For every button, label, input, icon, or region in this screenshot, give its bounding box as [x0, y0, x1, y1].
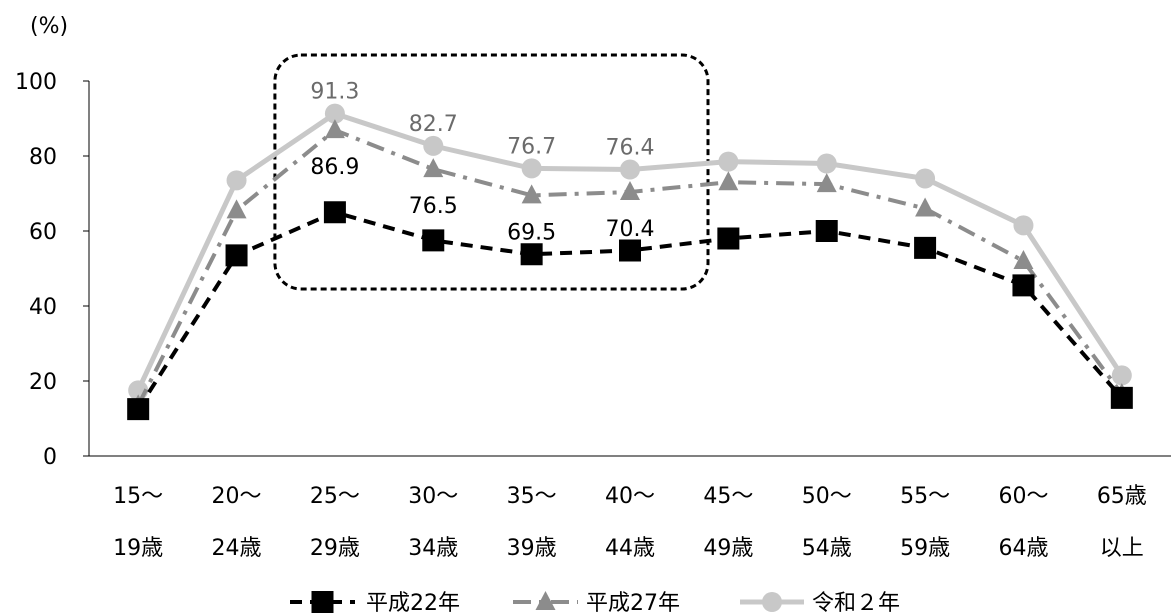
square-marker	[1110, 386, 1133, 409]
x-category-label: 54歳	[802, 536, 852, 561]
triangle-marker	[521, 184, 542, 204]
circle-marker	[816, 153, 837, 174]
data-label: 76.7	[507, 134, 556, 159]
triangle-marker	[718, 171, 739, 191]
y-tick-label: 20	[29, 370, 57, 395]
x-category-label: 64歳	[998, 536, 1048, 561]
triangle-marker	[915, 197, 936, 217]
square-marker	[619, 239, 641, 262]
square-marker	[311, 591, 334, 613]
square-marker	[127, 398, 150, 421]
legend-label: 平成22年	[366, 591, 460, 613]
x-category-label: 19歳	[113, 536, 163, 561]
circle-marker	[620, 159, 640, 180]
triangle-marker	[816, 173, 837, 193]
x-category-label: 25～	[310, 484, 360, 509]
x-category-label: 24歳	[212, 536, 262, 561]
square-marker	[520, 243, 543, 266]
x-category-label: 45～	[703, 484, 753, 509]
triangle-marker	[324, 119, 345, 139]
legend-item-1: 平成27年	[513, 591, 680, 613]
triangle-marker	[1013, 250, 1034, 269]
legend-label: 平成27年	[586, 591, 680, 613]
triangle-marker	[423, 158, 444, 178]
x-category-label: 50～	[802, 484, 852, 509]
data-label: 70.4	[606, 217, 655, 242]
y-tick-label: 60	[29, 220, 57, 245]
circle-marker	[1013, 215, 1034, 236]
y-tick-label: 80	[29, 145, 57, 170]
data-label: 69.5	[507, 220, 556, 245]
x-category-label: 20～	[212, 484, 262, 509]
y-unit-label: (%)	[30, 14, 68, 39]
x-category-label: 44歳	[605, 536, 655, 561]
square-marker	[1012, 274, 1035, 297]
x-category-label: 39歳	[507, 536, 557, 561]
x-category-label: 49歳	[703, 536, 753, 561]
data-label: 91.3	[310, 80, 359, 105]
triangle-marker	[620, 181, 640, 200]
square-marker	[422, 229, 445, 252]
x-category-label: 以上	[1100, 536, 1144, 561]
circle-marker	[423, 135, 444, 156]
circle-marker	[324, 103, 345, 124]
x-category-label: 29歳	[310, 536, 360, 561]
square-marker	[815, 220, 838, 242]
square-marker	[323, 201, 346, 224]
triangle-marker	[226, 199, 247, 219]
x-category-label: 30～	[408, 484, 458, 509]
x-category-label: 55～	[900, 484, 950, 509]
data-label: 82.7	[409, 112, 458, 137]
circle-marker	[762, 592, 782, 612]
circle-marker	[226, 170, 247, 191]
series-0-group	[127, 201, 1133, 421]
y-tick-label: 100	[15, 70, 57, 95]
data-label: 76.5	[409, 194, 458, 219]
y-tick-label: 40	[29, 295, 57, 320]
series-2-group	[128, 103, 1132, 401]
x-category-label: 60～	[998, 484, 1048, 509]
legend-label: 令和２年	[812, 591, 900, 613]
circle-marker	[718, 151, 739, 172]
x-category-label: 59歳	[900, 536, 950, 561]
y-tick-label: 0	[43, 445, 57, 470]
x-category-label: 15～	[113, 484, 163, 509]
square-marker	[717, 227, 740, 250]
x-category-label: 35～	[507, 484, 557, 509]
triangle-marker	[535, 591, 556, 610]
legend-item-0: 平成22年	[290, 591, 460, 613]
data-label: 76.4	[606, 136, 655, 161]
x-category-label: 65歳	[1097, 484, 1147, 509]
circle-marker	[521, 158, 542, 179]
legend: 平成22年 平成27年 令和２年	[290, 591, 900, 613]
legend-item-2: 令和２年	[740, 591, 900, 613]
x-category-label: 40～	[605, 484, 655, 509]
circle-marker	[1111, 365, 1132, 386]
square-marker	[914, 236, 937, 259]
x-category-label: 34歳	[408, 536, 458, 561]
highlight-box	[273, 53, 710, 291]
square-marker	[225, 244, 248, 267]
data-label: 86.9	[310, 155, 359, 180]
circle-marker	[915, 168, 936, 189]
